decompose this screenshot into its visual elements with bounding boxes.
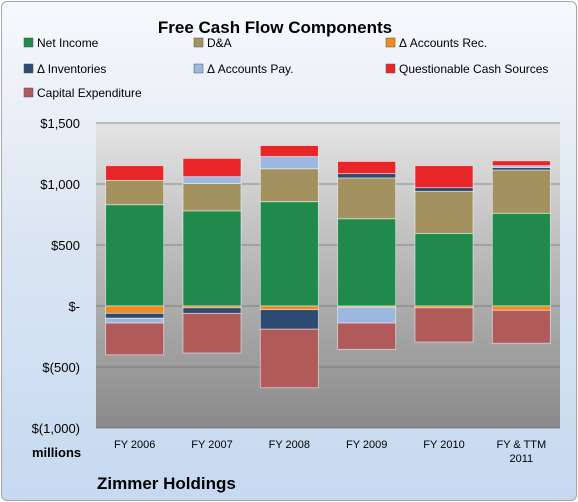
bar-segment-accounts-pay <box>259 156 319 170</box>
legend-swatch-accounts-rec <box>385 37 396 48</box>
bar-segment-accounts-pay <box>337 306 397 324</box>
bars <box>105 145 551 389</box>
bar-segment-net-income <box>337 218 397 307</box>
bar-segment-d-a <box>259 168 319 203</box>
legend-swatch-questionable-cash-sources <box>385 63 396 74</box>
bar-segment-accounts-rec <box>105 305 165 314</box>
bar-segment-capital-expenditure <box>414 307 474 343</box>
company-label: Zimmer Holdings <box>97 474 236 493</box>
bar-segment-capital-expenditure <box>182 312 242 354</box>
legend-label-net-income: Net Income <box>37 36 99 50</box>
legend-label-accounts-pay: Δ Accounts Pay. <box>207 62 294 76</box>
bar-segment-questionable-cash-sources <box>105 165 165 181</box>
bar-segment-net-income <box>491 212 551 307</box>
bar-segment-net-income <box>182 210 242 307</box>
bar-segment-questionable-cash-sources <box>414 165 474 189</box>
legend-label-accounts-rec: Δ Accounts Rec. <box>399 36 487 50</box>
legend-label-d-a: D&A <box>207 36 232 50</box>
y-tick-label: $500 <box>51 238 80 253</box>
legend-label-capital-expenditure: Capital Expenditure <box>37 86 142 100</box>
bar-segment-accounts-pay <box>182 176 242 184</box>
legend-label-questionable-cash-sources: Questionable Cash Sources <box>399 62 548 76</box>
x-axis: FY 2006 FY 2007 FY 2008 FY 2009 FY 2010 FY & … <box>114 439 546 465</box>
bar-segment-capital-expenditure <box>105 322 165 356</box>
bar-segment-d-a <box>105 179 165 206</box>
units-label: millions <box>32 445 81 460</box>
x-tick-label: FY 2008 <box>269 439 310 451</box>
y-axis: $1,500 $1,000 $500 $- $(500) $(1,000) <box>32 116 80 436</box>
bar-segment-net-income <box>105 204 165 307</box>
legend-swatch-capital-expenditure <box>23 87 34 98</box>
bar-segment-inventories <box>259 309 319 330</box>
x-tick-label: FY 2007 <box>191 439 232 451</box>
bar-segment-d-a <box>414 190 474 234</box>
bar-segment-d-a <box>182 182 242 212</box>
bar-segment-inventories <box>414 187 474 192</box>
chart-legend: Net Income D&A Δ Accounts Rec. Δ Inventorie… <box>23 36 548 100</box>
y-tick-label: $1,500 <box>40 116 80 131</box>
x-tick-label: FY & TTM <box>496 439 546 451</box>
bar-segment-questionable-cash-sources <box>491 160 551 167</box>
plot-area <box>96 123 560 428</box>
bar-segment-questionable-cash-sources <box>182 157 242 178</box>
x-tick-label: FY 2010 <box>423 439 464 451</box>
bar-segment-inventories <box>105 312 165 319</box>
bar-segment-capital-expenditure <box>337 322 397 350</box>
bar-segment-inventories <box>182 307 242 314</box>
bar-segment-capital-expenditure <box>259 328 319 389</box>
bar-segment-accounts-pay <box>105 317 165 324</box>
bar-segment-accounts-rec <box>491 305 551 311</box>
legend-label-inventories: Δ Inventories <box>37 62 106 76</box>
y-tick-label: $(1,000) <box>32 421 80 436</box>
x-tick-label: FY 2009 <box>346 439 387 451</box>
bar-segment-capital-expenditure <box>491 309 551 344</box>
y-tick-label: $(500) <box>42 360 80 375</box>
gridlines <box>96 122 560 429</box>
bar-segment-d-a <box>491 169 551 214</box>
bar-segment-net-income <box>414 233 474 307</box>
bar-segment-d-a <box>337 177 397 220</box>
y-tick-label: $1,000 <box>40 177 80 192</box>
legend-swatch-net-income <box>23 37 34 48</box>
bar-segment-questionable-cash-sources <box>259 145 319 157</box>
legend-swatch-accounts-pay <box>193 63 204 74</box>
x-tick-label: FY 2006 <box>114 439 155 451</box>
legend-swatch-d-a <box>193 37 204 48</box>
bar-segment-inventories <box>337 173 397 179</box>
chart-title: Free Cash Flow Components <box>158 18 392 37</box>
bar-segment-questionable-cash-sources <box>337 161 397 175</box>
y-tick-label: $- <box>68 299 80 314</box>
bar-segment-net-income <box>259 201 319 307</box>
x-tick-label: 2011 <box>510 453 534 465</box>
bar-segment-accounts-rec <box>259 305 319 311</box>
legend-swatch-inventories <box>23 63 34 74</box>
